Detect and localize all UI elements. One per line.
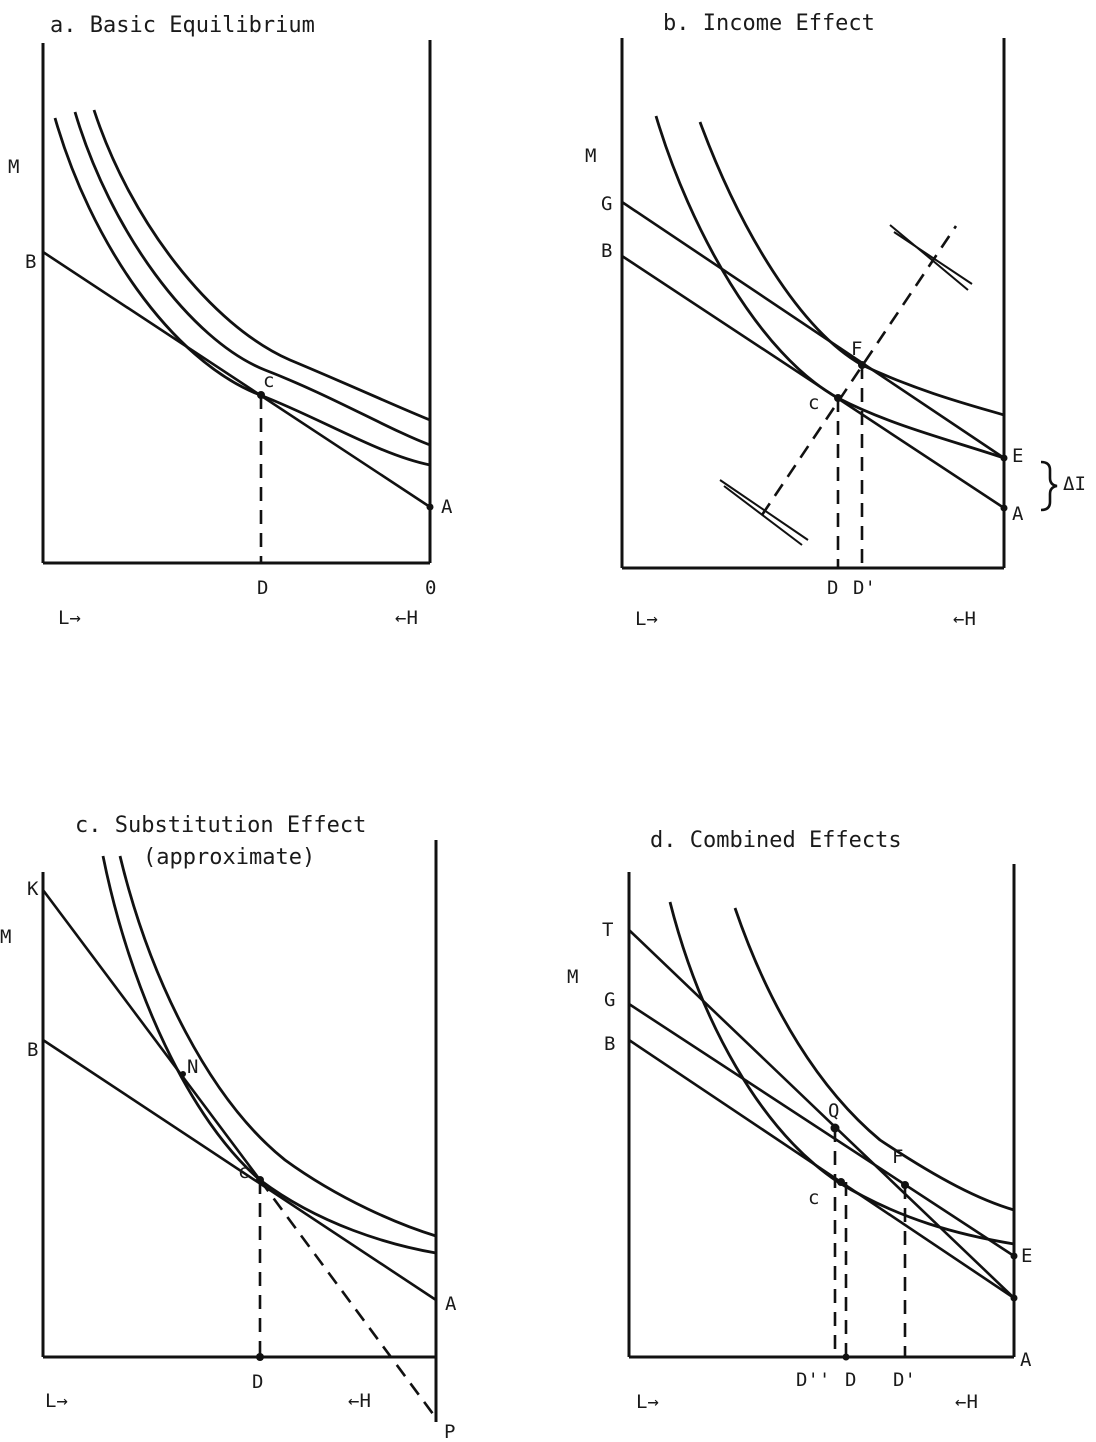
panel-c-label-M: M	[0, 926, 11, 948]
panel-d-point-D	[842, 1353, 850, 1361]
panel-b-tangent-upper-2	[893, 231, 973, 285]
panel-d-budget-line-BA	[628, 1038, 1015, 1300]
panel-c-label-P: P	[444, 1421, 455, 1442]
panel-b-label-c: c	[808, 392, 819, 414]
panel-d-point-Q	[830, 1123, 840, 1133]
panel-c-budget-line-KN	[41, 889, 262, 1181]
panel-a-label-A: A	[441, 496, 453, 518]
panel-a-label-c: c	[263, 370, 274, 392]
panel-c-label-H: ←H	[348, 1390, 371, 1412]
panel-c-budget-line-BA	[42, 1038, 437, 1302]
panel-c-label-N: N	[187, 1056, 198, 1078]
panel-b-label-H: ←H	[953, 608, 976, 630]
panel-d-label-F: F	[892, 1146, 903, 1168]
panel-a-label-B: B	[25, 251, 36, 273]
panel-d-point-F	[901, 1181, 909, 1189]
panel-b-label-D: D	[827, 577, 838, 599]
panel-c-subtitle: (approximate)	[143, 845, 315, 870]
panel-d-label-E: E	[1021, 1245, 1032, 1267]
panel-c-label-K: K	[27, 878, 39, 900]
panel-c-indifference-curve-1	[101, 855, 437, 1255]
panel-d-label-c: c	[808, 1187, 819, 1209]
panel-c: c. Substitution Effect (approximate) K M…	[0, 813, 457, 1442]
panel-b-tangent-upper-1	[889, 224, 969, 291]
panel-a-label-D: D	[257, 577, 268, 599]
panel-b-indifference-curve-2	[698, 121, 1005, 417]
panel-c-label-c: c	[238, 1161, 249, 1183]
panel-d-budget-line-GE	[628, 1002, 1015, 1258]
panel-a-point-A	[426, 503, 434, 511]
panel-a-indifference-curve-1	[53, 117, 431, 467]
panel-a-indifference-curve-2	[73, 111, 431, 447]
panel-b: b. Income Effect M G B F c E A ΔI D D' L…	[585, 11, 1086, 630]
panel-b-tangent-lower-2	[723, 485, 803, 546]
panel-d: d. Combined Effects T M G B Q F c E A D'…	[567, 828, 1032, 1413]
panel-b-tangent-lower-1	[719, 479, 809, 541]
panel-b-budget-line-GE	[621, 200, 1005, 460]
panel-a-point-c	[257, 391, 265, 399]
panel-d-point-A	[1010, 1294, 1018, 1302]
panel-d-label-H: ←H	[955, 1391, 978, 1413]
panel-b-indifference-curve-1	[654, 115, 1005, 460]
panel-b-label-delta-income: ΔI	[1063, 473, 1086, 495]
panel-d-label-T: T	[602, 919, 613, 941]
panel-b-point-E	[1000, 454, 1008, 462]
panel-d-label-Dprime: D'	[893, 1369, 916, 1391]
panel-a-label-L: L→	[58, 607, 81, 629]
panel-c-point-D	[256, 1353, 264, 1361]
panel-d-label-M: M	[567, 966, 578, 988]
panel-b-title: b. Income Effect	[663, 11, 875, 36]
panel-d-budget-line-TA	[628, 929, 1015, 1299]
panel-d-label-Dpp: D''	[796, 1369, 830, 1391]
panel-b-label-E: E	[1012, 445, 1023, 467]
panel-c-point-c	[256, 1176, 264, 1184]
panel-d-point-E	[1010, 1252, 1018, 1260]
panel-d-indifference-curve-1	[668, 901, 1015, 1246]
panel-b-label-F: F	[851, 338, 862, 360]
panel-b-label-M: M	[585, 145, 596, 167]
panel-b-point-F	[858, 361, 866, 369]
panel-d-label-L: L→	[636, 1391, 659, 1413]
panel-a: a. Basic Equilibrium M B c A D 0 L→ ←H	[8, 13, 453, 629]
panel-c-indifference-curve-2	[118, 855, 437, 1238]
panel-b-label-B: B	[601, 240, 612, 262]
panel-b-income-expansion-path	[760, 225, 958, 516]
panel-d-label-B: B	[604, 1033, 615, 1055]
panel-b-point-c	[834, 394, 842, 402]
panel-d-label-Q: Q	[828, 1100, 839, 1122]
panel-a-label-H: ←H	[395, 607, 418, 629]
panel-d-label-D: D	[845, 1369, 856, 1391]
panel-b-point-A	[1000, 504, 1008, 512]
panel-c-label-B: B	[27, 1039, 38, 1061]
panel-a-label-origin: 0	[425, 577, 436, 599]
panel-a-budget-line-BA	[42, 250, 431, 509]
panel-c-budget-line-extension-P	[258, 1179, 438, 1419]
panel-d-title: d. Combined Effects	[650, 828, 902, 853]
panel-d-indifference-curve-2	[733, 907, 1015, 1212]
panel-a-title: a. Basic Equilibrium	[50, 13, 315, 38]
panel-c-label-A: A	[445, 1293, 457, 1315]
panel-d-label-G: G	[604, 989, 615, 1011]
panel-a-label-M: M	[8, 156, 19, 178]
panel-a-indifference-curve-3	[92, 109, 431, 422]
panel-c-point-N	[180, 1071, 186, 1077]
panel-d-label-A: A	[1020, 1349, 1032, 1371]
panel-b-label-Dprime: D'	[853, 577, 876, 599]
panel-b-delta-brace	[1040, 460, 1058, 512]
panel-b-label-G: G	[601, 193, 612, 215]
panel-b-label-L: L→	[635, 608, 658, 630]
panel-c-title: c. Substitution Effect	[75, 813, 366, 838]
panel-b-label-A: A	[1012, 503, 1024, 525]
panel-c-label-L: L→	[45, 1390, 68, 1412]
panel-d-point-c	[837, 1178, 845, 1186]
panel-b-budget-line-BA	[621, 254, 1005, 510]
panel-c-label-D: D	[252, 1371, 263, 1393]
